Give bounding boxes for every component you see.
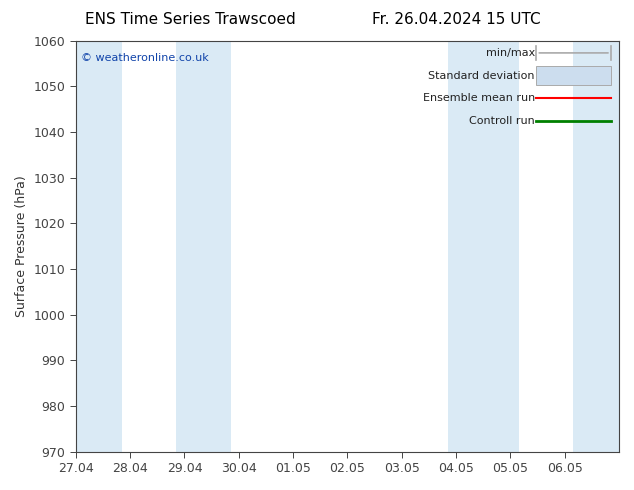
Bar: [76, 41, 122, 452]
Text: min/max: min/max: [486, 48, 535, 58]
Text: ENS Time Series Trawscoed: ENS Time Series Trawscoed: [85, 12, 295, 27]
FancyBboxPatch shape: [536, 67, 611, 85]
Bar: [483, 41, 519, 452]
Bar: [573, 41, 619, 452]
Text: © weatheronline.co.uk: © weatheronline.co.uk: [81, 53, 209, 63]
Text: Controll run: Controll run: [469, 116, 535, 126]
Bar: [448, 41, 483, 452]
Bar: [176, 41, 231, 452]
Y-axis label: Surface Pressure (hPa): Surface Pressure (hPa): [15, 175, 28, 317]
Text: Ensemble mean run: Ensemble mean run: [423, 93, 535, 103]
Text: Fr. 26.04.2024 15 UTC: Fr. 26.04.2024 15 UTC: [372, 12, 541, 27]
Text: Standard deviation: Standard deviation: [429, 71, 535, 80]
